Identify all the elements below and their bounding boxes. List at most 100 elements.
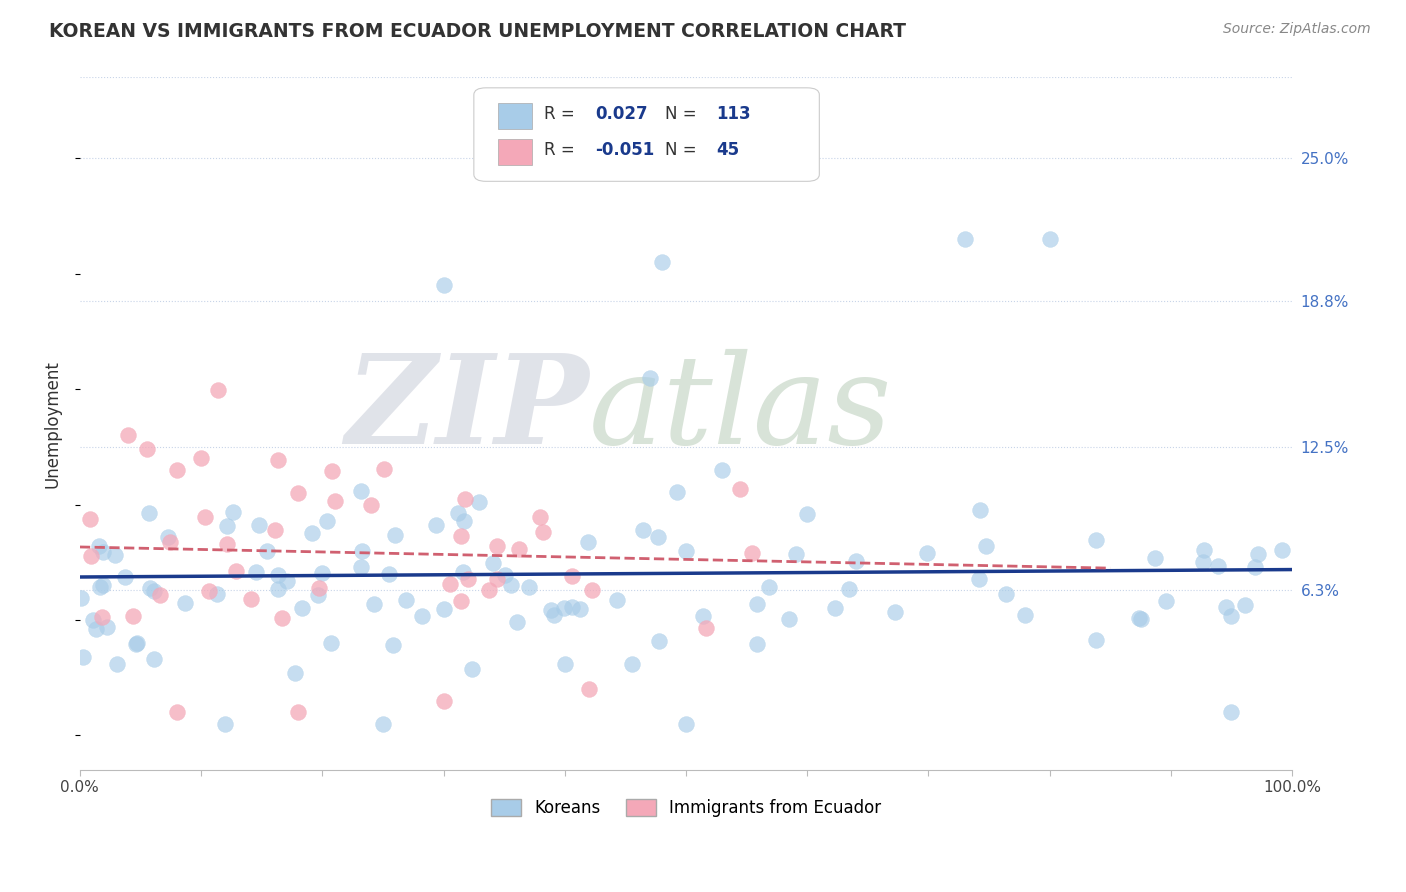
Point [256,543,278,558]
Point [373,461,395,475]
Point [439,577,461,591]
Point [845,554,868,568]
Point [486,540,509,554]
Point [72,649,94,664]
Point [553,601,575,615]
Point [138,506,160,520]
Point [117,428,139,442]
Point [142,652,165,666]
Point [796,507,818,521]
Point [1243,560,1265,574]
Point [315,514,337,528]
Point [122,609,145,624]
Point [166,463,188,477]
Point [651,255,673,269]
Point [1194,543,1216,558]
Point [96,620,118,634]
Text: Source: ZipAtlas.com: Source: ZipAtlas.com [1223,22,1371,37]
Point [159,535,181,549]
Point [1233,598,1256,612]
Point [638,370,661,384]
Point [967,572,990,586]
Point [692,609,714,624]
Point [271,611,294,625]
Point [149,588,172,602]
Point [239,591,262,606]
Point [207,383,229,397]
Point [758,580,780,594]
Point [747,597,769,611]
Point [89,580,111,594]
FancyBboxPatch shape [474,87,820,181]
Text: R =: R = [544,141,581,159]
Point [433,602,456,616]
Point [508,541,530,556]
Point [974,539,997,553]
Point [529,510,551,524]
Point [225,564,247,578]
Point [517,581,540,595]
Point [561,600,583,615]
Point [79,512,101,526]
Point [166,706,188,720]
Point [301,526,323,541]
Point [824,601,846,615]
Point [451,565,474,579]
Point [411,609,433,624]
Point [350,483,373,498]
Point [291,601,314,615]
Point [114,570,136,584]
Point [307,588,329,602]
Point [84,622,107,636]
Point [267,453,290,467]
Point [457,572,479,586]
Point [80,549,103,563]
Point [284,665,307,680]
Point [482,556,505,570]
Point [494,568,516,582]
Point [91,577,114,591]
Point [675,543,697,558]
Point [1039,232,1062,246]
Point [350,544,373,558]
Point [531,525,554,540]
Point [838,582,860,597]
Point [711,463,734,477]
Point [1271,543,1294,558]
Point [647,530,669,544]
Point [91,545,114,559]
Point [105,657,128,672]
Point [447,506,470,520]
Point [568,602,591,616]
Point [142,583,165,598]
Point [371,716,394,731]
Point [194,509,217,524]
Point [1084,533,1107,547]
Point [454,491,477,506]
Point [578,682,600,697]
Point [174,596,197,610]
Point [82,613,104,627]
Bar [498,139,531,165]
Point [540,603,562,617]
Point [1129,612,1152,626]
Point [581,582,603,597]
Text: R =: R = [544,105,581,123]
Point [321,464,343,478]
Point [382,638,405,652]
Point [631,523,654,537]
Point [319,636,342,650]
Bar [498,103,531,129]
Point [778,612,800,626]
Point [695,621,717,635]
Legend: Koreans, Immigrants from Ecuador: Koreans, Immigrants from Ecuador [484,792,887,824]
Point [395,593,418,607]
Text: N =: N = [665,141,702,159]
Point [276,574,298,589]
Point [377,567,399,582]
Point [1014,608,1036,623]
Point [499,577,522,591]
Point [478,582,501,597]
Point [461,662,484,676]
Point [350,560,373,574]
